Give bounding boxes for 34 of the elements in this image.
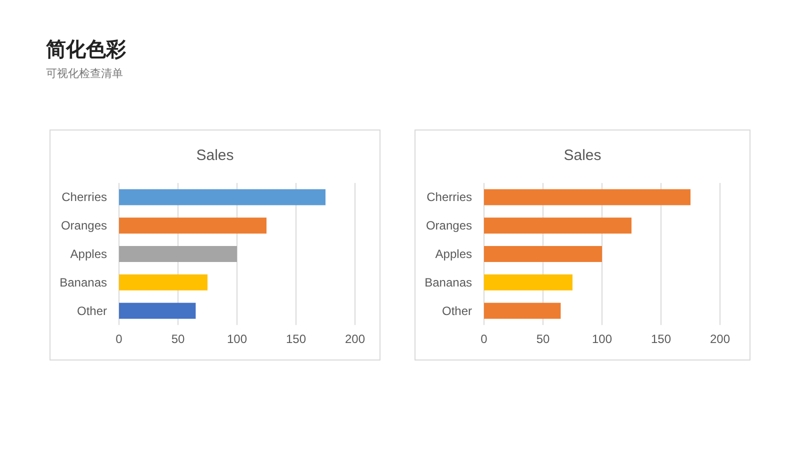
x-tick-label: 50 <box>171 332 185 346</box>
x-tick-label: 150 <box>650 332 672 346</box>
bar <box>119 218 266 234</box>
bar <box>119 246 237 262</box>
y-tick-label: Apples <box>435 247 472 261</box>
bar <box>484 218 632 234</box>
x-tick-label: 100 <box>592 332 612 346</box>
bar <box>484 274 572 290</box>
x-tick-label: 100 <box>226 332 248 346</box>
y-tick-label: Bananas <box>60 275 107 290</box>
bar <box>484 246 602 262</box>
x-tick-label: 200 <box>710 332 730 346</box>
chart-title: Sales <box>564 147 602 164</box>
bar <box>119 189 326 206</box>
y-tick-label: Apples <box>70 247 107 261</box>
y-tick-label: Oranges <box>426 218 472 233</box>
y-tick-label: Other <box>442 304 472 318</box>
x-tick-label: 0 <box>480 332 488 346</box>
bar <box>119 274 208 290</box>
y-tick-label: Oranges <box>60 218 107 233</box>
text: 简化色彩 <box>45 39 126 61</box>
x-tick-label: 200 <box>344 332 366 346</box>
x-tick-label: 0 <box>116 332 123 346</box>
bar <box>484 302 561 319</box>
x-tick-label: 150 <box>286 332 306 346</box>
bar <box>119 302 196 319</box>
y-tick-label: Cherries <box>62 190 107 204</box>
y-tick-label: Cherries <box>426 190 472 204</box>
y-tick-label: Other <box>76 304 107 318</box>
bar <box>484 189 690 206</box>
x-tick-label: 50 <box>536 332 550 346</box>
y-tick-label: Bananas <box>424 275 472 290</box>
chart-title: Sales <box>196 147 234 164</box>
text: 可视化检查清单 <box>46 67 123 80</box>
